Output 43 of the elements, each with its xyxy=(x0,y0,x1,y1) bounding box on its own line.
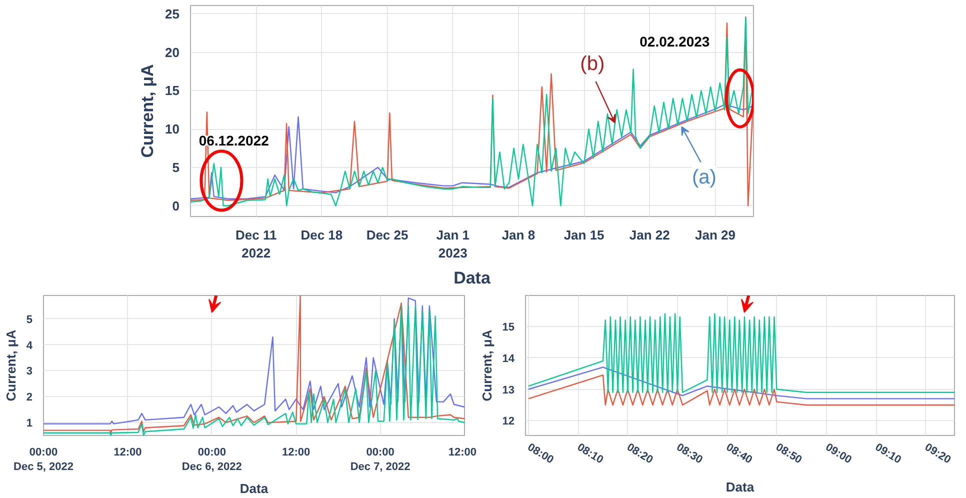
y-tick-label: 14 xyxy=(502,352,516,365)
y-tick-label: 5 xyxy=(26,314,33,326)
y-tick-label: 15 xyxy=(165,83,180,98)
line-series xyxy=(190,104,754,200)
x-tick-label: 12:00 xyxy=(282,446,310,458)
x-tick-label: 12:00 xyxy=(114,446,142,458)
y-tick-label: 12 xyxy=(502,416,515,428)
y-axis-title: Current, μA xyxy=(138,64,158,158)
annotation: 02.02.2023 xyxy=(640,33,710,50)
annotation: 06.12.2022 xyxy=(198,132,270,149)
x-tick-label: 00:00 Dec 5, 2022 xyxy=(14,446,74,473)
x-tick-label: 00:00 Dec 7, 2022 xyxy=(350,446,410,473)
y-tick-label: 15 xyxy=(502,321,515,334)
x-tick-label: Jan 22 xyxy=(629,228,670,242)
y-tick-label: 2 xyxy=(26,392,33,404)
x-tick-label: Dec 25 xyxy=(366,228,408,242)
y-tick-label: 5 xyxy=(172,160,180,175)
x-tick-label: Dec 18 xyxy=(300,228,343,242)
annotation: (b) xyxy=(580,52,605,75)
line-series xyxy=(528,374,954,406)
y-axis-title: Current, μA xyxy=(479,329,494,402)
y-tick-label: 0 xyxy=(172,198,180,214)
x-axis-title: Data xyxy=(240,480,269,496)
x-tick-label: Dec 11 2022 xyxy=(235,228,277,260)
y-tick-label: 20 xyxy=(165,44,180,60)
y-tick-label: 13 xyxy=(502,384,515,396)
y-tick-label: 3 xyxy=(26,366,33,378)
x-tick-label: 12:00 xyxy=(448,446,477,458)
line-series xyxy=(528,366,954,400)
y-tick-label: 25 xyxy=(165,6,180,22)
x-tick-label: Jan 15 xyxy=(564,228,604,242)
x-tick-label: Jan 1 2023 xyxy=(436,228,470,260)
y-tick-label: 10 xyxy=(165,122,180,137)
y-axis-title: Current, μA xyxy=(3,329,18,402)
line-series xyxy=(528,313,954,393)
x-tick-label: 00:00 Dec 6, 2022 xyxy=(182,446,242,473)
x-tick-label: Jan 29 xyxy=(695,228,736,242)
y-tick-label: 4 xyxy=(26,340,34,352)
x-axis-title: Data xyxy=(726,479,755,494)
annotation: (a) xyxy=(692,166,716,188)
y-tick-label: 1 xyxy=(26,418,33,430)
x-axis-title: Data xyxy=(454,268,491,288)
x-tick-label: Jan 8 xyxy=(502,228,536,242)
